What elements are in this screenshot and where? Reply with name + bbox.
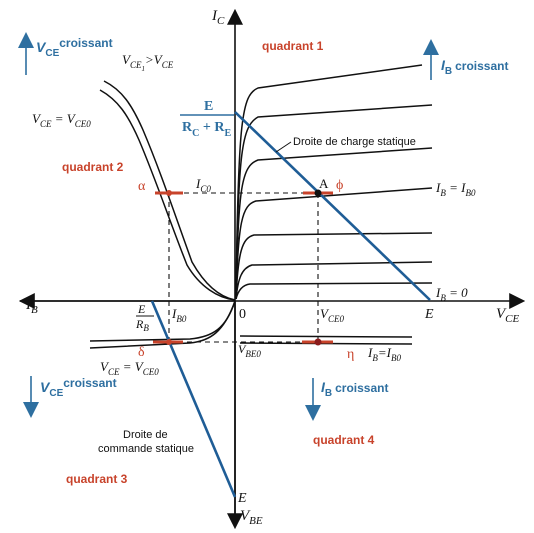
phi-label: ϕ [336,178,343,193]
output-curve-ib0-zero [235,282,433,300]
operating-point-c [166,339,172,345]
quadrant-4-label: quadrant 4 [313,433,375,447]
e-vce-label: E [424,307,434,322]
vce-up-label: VCEcroissant [36,36,113,59]
origin-label: 0 [239,307,246,322]
vce-down-label: VCEcroissant [40,376,117,399]
eta-label: η [347,347,354,362]
command-line-label-1: Droite de [123,429,168,441]
command-line-label-2: commande statique [98,443,194,455]
transfer-curve-vce0 [99,89,236,301]
output-curve-2 [235,232,433,300]
ic0-label: IC0 [195,176,211,194]
vce-eq-vce0-bottom-label: VCE = VCE0 [100,359,159,377]
output-characteristics [235,64,433,300]
delta-label: δ [138,345,145,360]
vce0-label: VCE0 [320,306,344,324]
quadrant-2-label: quadrant 2 [62,160,124,174]
load-fraction-denominator: RC + RE [182,120,231,139]
ib-eq-zero-label: IB = 0 [435,285,468,303]
command-fraction-denominator: RB [135,317,149,333]
vce-eq-vce0-top-label: VCE = VCE0 [32,111,91,129]
load-line-label: Droite de charge statique [293,136,416,148]
point-a-label: A [319,176,329,191]
command-fraction: E RB [135,302,154,333]
vbe-axis-title: VBE [240,508,263,527]
operating-point-d [314,338,322,346]
load-fraction: E RC + RE [180,99,234,139]
ib-axis-title: IB [25,297,38,316]
output-curve-5 [235,104,433,300]
alpha-label: α [138,179,146,194]
vce-axis-title: VCE [496,306,520,325]
operating-point-b [166,190,172,196]
ib-eq-ib0-bottom-label: IB=IB0 [367,345,401,363]
output-curve-6 [235,64,423,300]
ic-axis-title: IC [211,8,225,27]
output-curve-ib0 [235,187,433,300]
ib-up-label: IB croissant [441,57,508,77]
load-line-pointer [275,141,292,153]
e-vbe-label: E [237,491,247,506]
output-curve-4 [235,147,433,300]
quadrant-1-label: quadrant 1 [262,39,324,53]
operating-point-a [314,189,322,197]
transfer-curve-vce1 [103,80,236,301]
output-curve-1 [235,261,433,300]
static-command-line [150,300,237,498]
static-load-line [234,111,431,301]
vce1-greater-label: VCE1>VCE [122,52,174,73]
input-curve-2 [89,300,236,349]
load-fraction-numerator: E [204,99,213,114]
ib-down-label: IB croissant [321,379,388,399]
command-fraction-numerator: E [137,302,146,316]
quadrant-3-label: quadrant 3 [66,472,128,486]
ib-eq-ib0-top-label: IB = IB0 [435,180,476,198]
q4-line-1 [239,335,413,338]
vbe0-label: VBE0 [238,342,261,359]
ib0-label: IB0 [171,306,187,324]
